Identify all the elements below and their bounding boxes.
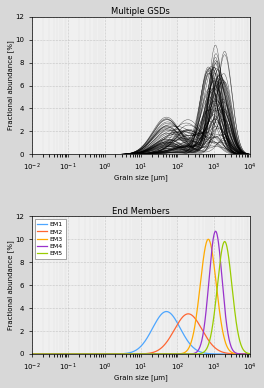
EM2	[187, 312, 190, 316]
EM3	[131, 352, 134, 356]
EM2	[202, 330, 205, 335]
EM4	[30, 352, 33, 356]
EM2	[30, 352, 33, 356]
EM1	[165, 309, 168, 314]
EM2	[136, 352, 139, 356]
EM5	[242, 348, 246, 353]
Y-axis label: Fractional abundance [%]: Fractional abundance [%]	[7, 240, 14, 330]
EM4	[131, 352, 134, 356]
EM2	[41, 352, 44, 356]
EM5	[202, 350, 205, 355]
EM5	[41, 352, 44, 356]
EM1	[41, 352, 44, 356]
EM2	[131, 352, 134, 356]
Line: EM5: EM5	[32, 242, 250, 354]
EM1	[242, 352, 246, 356]
EM4	[41, 352, 44, 356]
EM3	[136, 352, 139, 356]
EM5	[136, 352, 139, 356]
EM4	[202, 328, 205, 333]
EM4	[249, 352, 252, 356]
EM4	[242, 352, 246, 356]
EM1	[131, 350, 134, 354]
Title: Multiple GSDs: Multiple GSDs	[111, 7, 170, 16]
EM3	[249, 352, 252, 356]
EM3	[242, 352, 246, 356]
EM1	[30, 352, 33, 356]
EM1	[242, 352, 246, 356]
EM2	[242, 352, 246, 356]
EM5	[223, 239, 226, 244]
EM1	[249, 352, 252, 356]
EM3	[41, 352, 44, 356]
EM3	[207, 237, 210, 242]
EM5	[249, 352, 252, 356]
Title: End Members: End Members	[112, 206, 170, 216]
Line: EM3: EM3	[32, 239, 250, 354]
EM1	[202, 350, 205, 355]
EM5	[242, 348, 246, 353]
EM3	[30, 352, 33, 356]
X-axis label: Grain size [μm]: Grain size [μm]	[114, 374, 168, 381]
EM5	[131, 352, 134, 356]
EM4	[136, 352, 139, 356]
EM4	[214, 229, 217, 234]
EM2	[242, 352, 246, 356]
Line: EM4: EM4	[32, 231, 250, 354]
EM5	[30, 352, 33, 356]
Legend: EM1, EM2, EM3, EM4, EM5: EM1, EM2, EM3, EM4, EM5	[35, 220, 65, 259]
EM1	[136, 346, 139, 351]
Line: EM1: EM1	[32, 312, 250, 354]
Y-axis label: Fractional abundance [%]: Fractional abundance [%]	[7, 41, 14, 130]
EM4	[242, 352, 246, 356]
EM3	[202, 254, 205, 259]
X-axis label: Grain size [μm]: Grain size [μm]	[114, 175, 168, 182]
EM2	[249, 352, 252, 356]
Line: EM2: EM2	[32, 314, 250, 354]
EM3	[242, 352, 246, 356]
